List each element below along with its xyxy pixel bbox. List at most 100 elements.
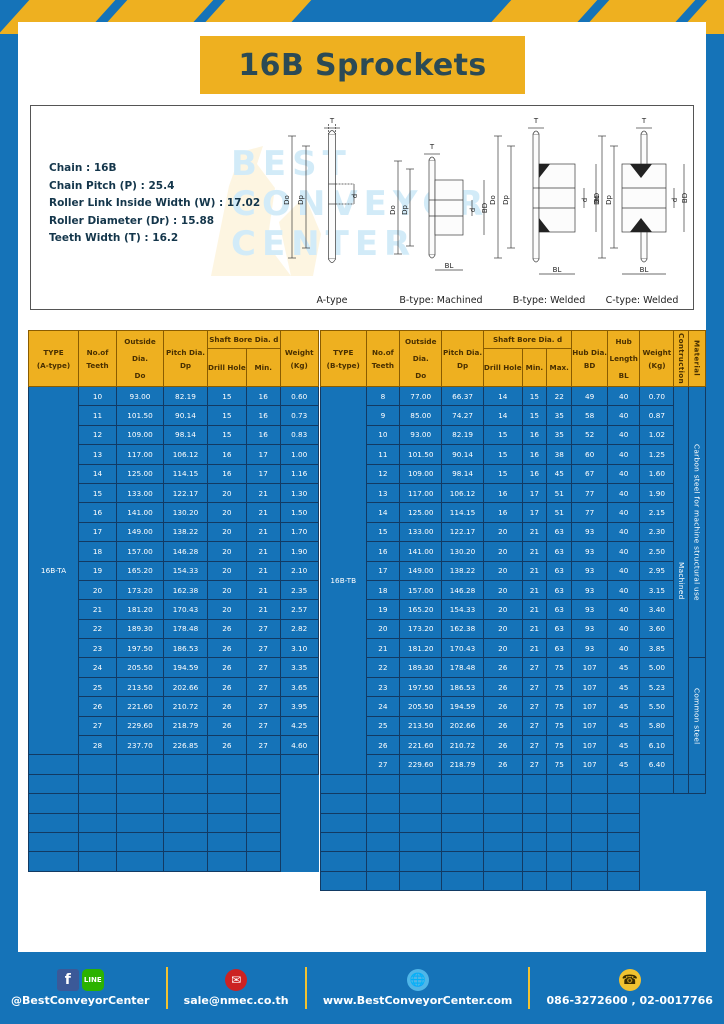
cell-teeth: 20 (365, 618, 401, 640)
svg-text:d: d (671, 198, 679, 202)
cell-empty (399, 793, 443, 814)
cell-outside-dia: 165.20 (399, 599, 443, 620)
th-a-type: TYPE (A-type) (28, 330, 79, 387)
th-b-max: Max. (546, 348, 573, 387)
cell-drill-hole: 16 (482, 482, 523, 504)
cell-empty (320, 793, 367, 814)
cell-empty (607, 870, 641, 892)
cell-outside-dia: 173.20 (116, 579, 164, 601)
svg-text:BL: BL (445, 262, 454, 270)
cell-hub-length: 40 (607, 638, 641, 659)
cell-empty (607, 773, 641, 795)
cell-pitch-dia: 106.12 (441, 482, 484, 504)
cell-weight: 1.50 (279, 502, 319, 523)
cell-drill-hole: 20 (207, 560, 247, 581)
cell-max: 63 (546, 618, 573, 640)
cell-empty (365, 793, 401, 814)
table-row: 16 141.00 130.20 20 21 63 93 40 2.50 (321, 541, 706, 562)
cell-teeth: 24 (78, 657, 117, 678)
cell-empty (365, 831, 401, 853)
globe-icon[interactable]: 🌐 (406, 969, 429, 991)
cell-max: 38 (546, 444, 573, 465)
cell-min: 17 (521, 482, 548, 504)
cell-hub-length: 45 (607, 715, 641, 737)
cell-weight: 2.15 (639, 502, 675, 523)
cell-max: 63 (546, 599, 573, 620)
cell-weight: 5.80 (639, 715, 675, 737)
mail-icon[interactable]: ✉ (225, 969, 248, 991)
cell-hub-length: 40 (607, 444, 641, 465)
cell-hub-dia: 93 (571, 579, 609, 601)
cell-pitch-dia: 90.14 (441, 444, 484, 465)
cell-empty (571, 870, 609, 892)
table-row: 18 157.00 146.28 20 21 63 93 40 3.15 (321, 579, 706, 601)
cell-pitch-dia: 162.38 (163, 579, 208, 601)
cell-drill-hole: 15 (482, 424, 523, 446)
th-a-outside-main: Outside (124, 337, 156, 346)
diagram-caption-b-welded: B-type: Welded (512, 295, 586, 306)
cell-empty (365, 773, 401, 795)
cell-pitch-dia: 194.59 (163, 657, 208, 678)
cell-drill-hole: 26 (207, 715, 247, 737)
cell-empty (320, 773, 367, 795)
table-row: 21 181.20 170.43 20 21 63 93 40 3.85 (321, 638, 706, 659)
table-row (28, 793, 319, 814)
cell-pitch-dia: 186.53 (441, 676, 484, 698)
cell-weight: 2.10 (279, 560, 319, 581)
cell-outside-dia: 205.50 (116, 657, 164, 678)
cell-teeth: 24 (365, 696, 401, 717)
cell-teeth: 27 (78, 715, 117, 737)
cell-empty (207, 851, 247, 872)
th-b-teeth-main: No.of (372, 347, 394, 357)
th-a-outside-sub1: Dia. (131, 354, 148, 363)
cell-pitch-dia: 154.33 (163, 560, 208, 581)
cell-outside-dia: 141.00 (116, 502, 164, 523)
phone-icon[interactable]: ☎ (618, 969, 641, 991)
cell-hub-length: 40 (607, 482, 641, 504)
cell-weight: 3.85 (639, 638, 675, 659)
cell-empty (673, 773, 690, 795)
th-a-weight-main: Weight (284, 347, 314, 357)
th-a-weight: Weight (Kg) (279, 330, 319, 387)
cell-outside-dia: 101.50 (116, 405, 164, 426)
cell-empty (546, 812, 573, 833)
footer-email[interactable]: ✉ sale@nmec.co.th (178, 969, 295, 1007)
sprocket-diagram: T Do Dp d (276, 110, 691, 310)
cell-outside-dia: 229.60 (116, 715, 164, 737)
cell-outside-dia: 149.00 (116, 521, 164, 543)
cell-teeth: 19 (78, 560, 117, 581)
cell-max: 63 (546, 638, 573, 659)
cell-drill-hole: 16 (207, 463, 247, 484)
footer-facebook[interactable]: f LINE @BestConveyorCenter (5, 969, 155, 1007)
th-b-drill-hole: Drill Hole (482, 348, 523, 387)
cell-hub-length: 45 (607, 657, 641, 678)
cell-empty (365, 851, 401, 872)
cell-teeth: 14 (78, 463, 117, 484)
cell-min: 21 (245, 560, 281, 581)
cell-empty (320, 812, 367, 833)
footer-phone[interactable]: ☎ 086-3272600 , 02-0017766 (541, 969, 719, 1007)
cell-drill-hole: 15 (207, 405, 247, 426)
cell-drill-hole: 26 (207, 657, 247, 678)
th-a-bore-group: Shaft Bore Dia. d (207, 330, 281, 349)
svg-text:Do: Do (593, 195, 601, 205)
footer-website[interactable]: 🌐 www.BestConveyorCenter.com (317, 969, 519, 1007)
svg-text:T: T (329, 117, 335, 125)
facebook-icon[interactable]: f (56, 969, 79, 991)
cell-empty (116, 754, 164, 775)
cell-teeth: 27 (365, 754, 401, 775)
table-row (28, 831, 319, 853)
line-icon[interactable]: LINE (81, 969, 104, 991)
table-row: 27 229.60 218.79 26 27 75 107 45 6.40 (321, 754, 706, 775)
cell-drill-hole: 14 (482, 405, 523, 426)
cell-weight: 1.30 (279, 482, 319, 504)
table-row (28, 754, 319, 775)
cell-outside-dia: 109.00 (116, 424, 164, 446)
cell-pitch-dia: 210.72 (163, 696, 208, 717)
cell-empty (399, 851, 443, 872)
cell-empty (441, 851, 484, 872)
cell-outside-dia: 229.60 (399, 754, 443, 775)
cell-pitch-dia: 82.19 (441, 424, 484, 446)
cell-teeth: 26 (365, 735, 401, 756)
table-row: 13 117.00 106.12 16 17 51 77 40 1.90 (321, 482, 706, 504)
